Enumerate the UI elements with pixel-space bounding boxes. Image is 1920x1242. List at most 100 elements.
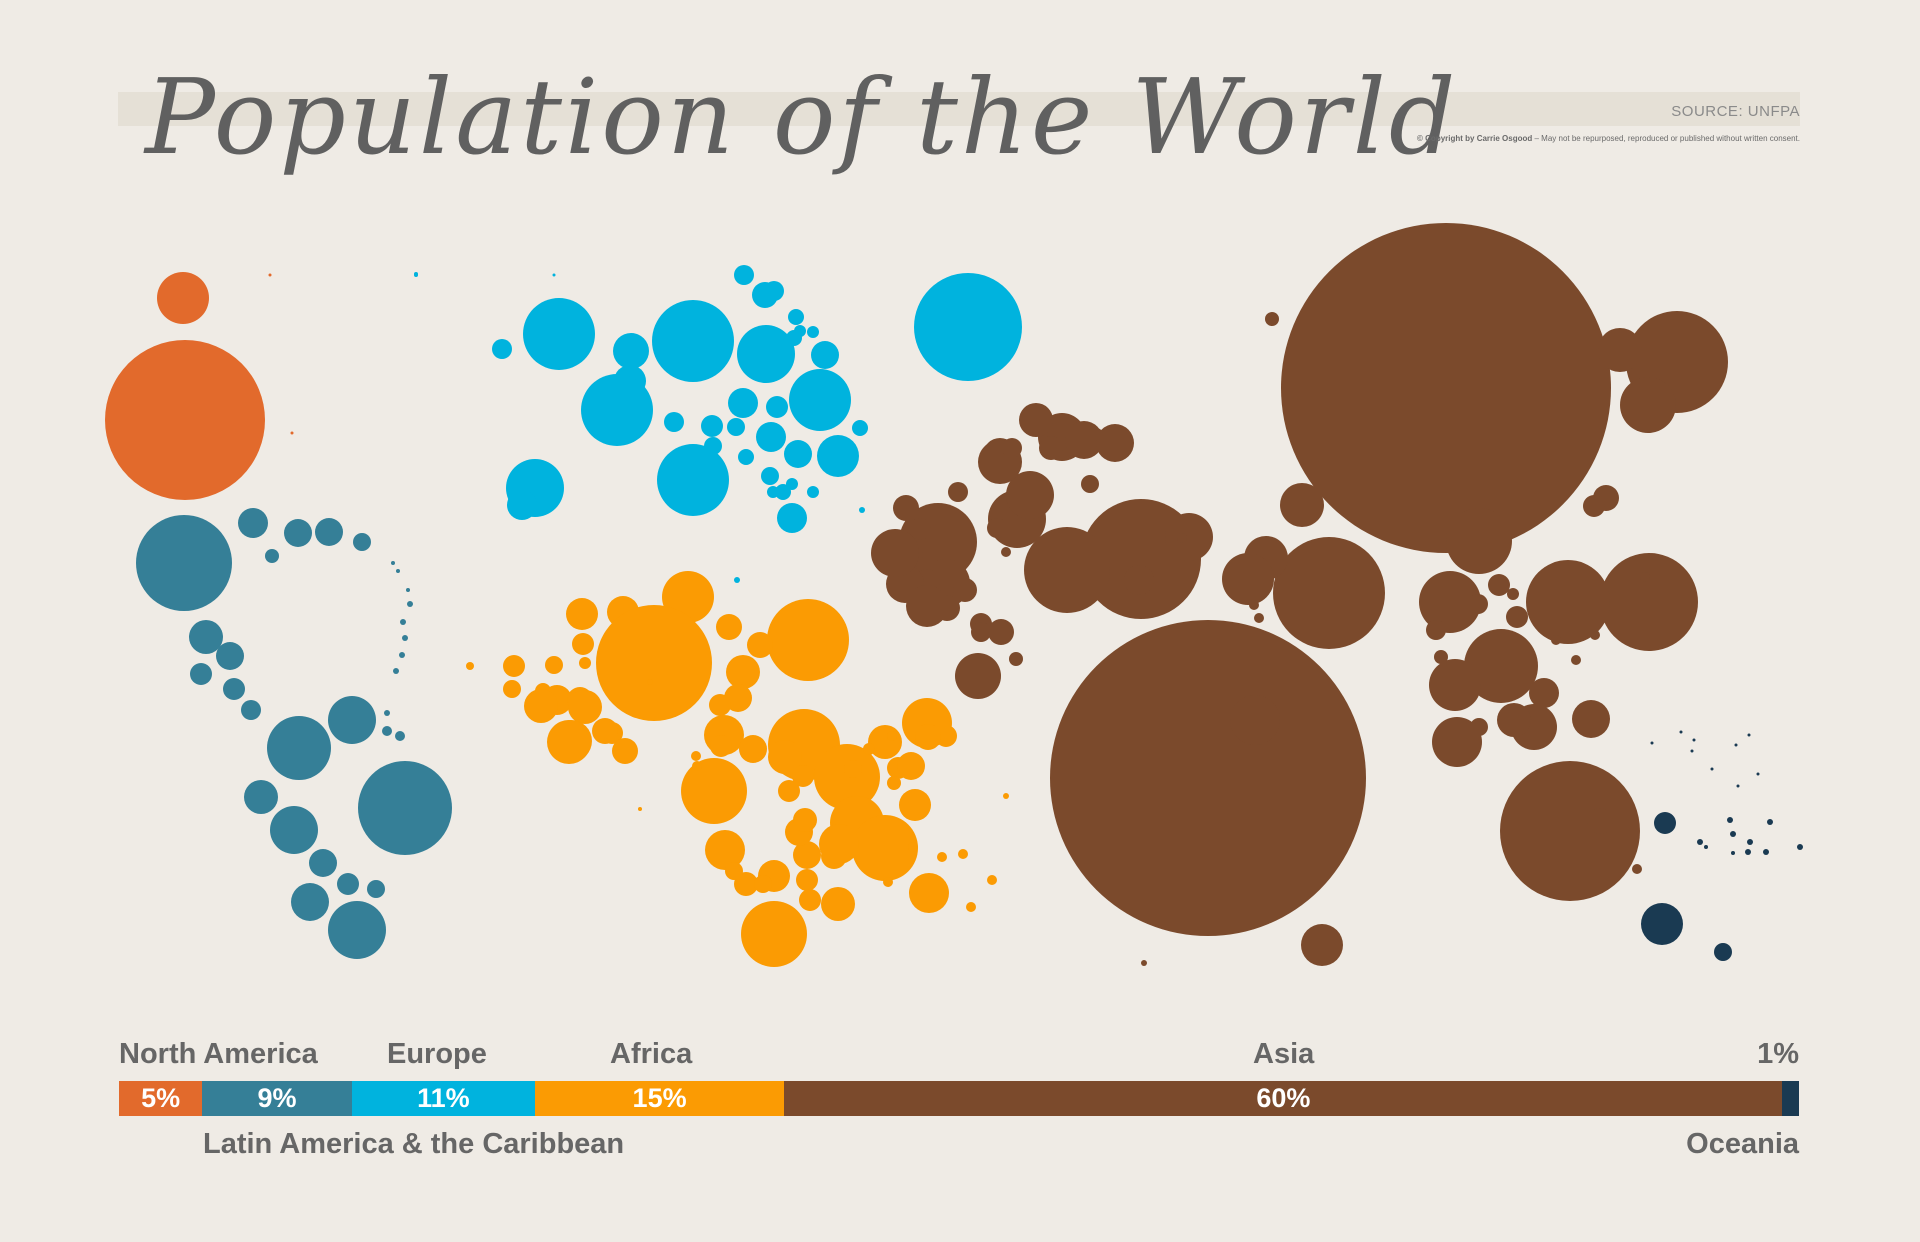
europe-country-bubble — [807, 486, 819, 498]
asia-country-bubble — [1230, 695, 1280, 745]
asia-country-bubble — [1464, 629, 1538, 703]
africa-country-bubble — [767, 599, 849, 681]
africa-country-bubble — [908, 842, 918, 852]
latin-america-country-bubble — [353, 533, 371, 551]
asia-country-bubble — [955, 653, 1001, 699]
chart-title: Population of the World — [145, 56, 1459, 178]
europe-country-bubble — [581, 374, 653, 446]
oceania-country-bubble — [1756, 772, 1760, 776]
africa-country-bubble — [709, 694, 731, 716]
latin-america-country-bubble — [391, 561, 395, 565]
bar-segment-north-america: 5% — [119, 1081, 203, 1116]
europe-country-bubble — [523, 298, 595, 370]
africa-country-bubble — [647, 679, 653, 685]
asia-country-bubble — [871, 529, 919, 577]
africa-country-bubble — [726, 655, 760, 689]
asia-country-bubble — [1177, 533, 1187, 543]
oceania-country-bubble — [1650, 741, 1654, 745]
africa-country-bubble — [899, 789, 931, 821]
legend-label-africa: Africa — [610, 1038, 693, 1070]
latin-america-country-bubble — [337, 873, 359, 895]
bar-segment-europe: 11% — [351, 1081, 535, 1116]
legend-label-asia: Asia — [1253, 1038, 1315, 1070]
north-america-country-bubble — [105, 340, 265, 500]
latin-america-country-bubble — [223, 678, 245, 700]
africa-country-bubble — [799, 889, 821, 911]
asia-country-bubble — [1050, 620, 1366, 936]
europe-country-bubble — [784, 440, 812, 468]
africa-country-bubble — [915, 724, 941, 750]
europe-country-bubble — [734, 265, 754, 285]
africa-country-bubble — [852, 815, 918, 881]
africa-country-bubble — [778, 780, 800, 802]
africa-country-bubble — [814, 744, 880, 810]
africa-country-bubble — [681, 758, 747, 824]
asia-country-bubble — [1039, 436, 1063, 460]
asia-country-bubble — [1280, 483, 1324, 527]
latin-america-country-bubble — [358, 761, 452, 855]
europe-country-bubble — [859, 507, 865, 513]
europe-country-bubble — [761, 467, 779, 485]
europe-country-bubble — [788, 309, 804, 325]
asia-country-bubble — [1254, 613, 1264, 623]
africa-country-bubble — [741, 901, 807, 967]
oceania-country-bubble — [1704, 845, 1708, 849]
asia-country-bubble — [1249, 600, 1259, 610]
asia-country-bubble — [1587, 808, 1613, 834]
asia-country-bubble — [1006, 471, 1054, 519]
asia-country-bubble — [1432, 717, 1482, 767]
africa-country-bubble — [958, 849, 968, 859]
source-note: SOURCE: UNFPA — [1671, 103, 1800, 120]
africa-country-bubble — [937, 852, 947, 862]
asia-country-bubble — [1551, 635, 1561, 645]
asia-country-bubble — [1002, 438, 1022, 458]
oceania-country-bubble — [1767, 819, 1773, 825]
latin-america-country-bubble — [367, 880, 385, 898]
latin-america-country-bubble — [190, 663, 212, 685]
copyright-author: © Copyright by Carrie Osgood — [1417, 134, 1533, 143]
europe-country-bubble — [704, 437, 722, 455]
africa-country-bubble — [747, 632, 773, 658]
africa-country-bubble — [503, 680, 521, 698]
latin-america-country-bubble — [406, 588, 410, 592]
europe-country-bubble — [764, 281, 784, 301]
asia-country-bubble — [1446, 508, 1512, 574]
europe-country-bubble — [664, 412, 684, 432]
latin-america-country-bubble — [309, 849, 337, 877]
europe-country-bubble — [811, 341, 839, 369]
africa-country-bubble — [821, 887, 855, 921]
asia-country-bubble — [1009, 652, 1023, 666]
asia-country-bubble — [1419, 571, 1481, 633]
europe-country-bubble — [789, 369, 851, 431]
oceania-country-bubble — [1679, 730, 1683, 734]
africa-country-bubble — [987, 875, 997, 885]
africa-country-bubble — [819, 824, 859, 864]
europe-country-bubble — [727, 418, 745, 436]
europe-country-bubble — [852, 420, 868, 436]
bar-segment-africa: 15% — [534, 1081, 785, 1116]
bar-segment-label: 60% — [1256, 1083, 1311, 1113]
africa-country-bubble — [1003, 793, 1009, 799]
asia-country-bubble — [1096, 424, 1134, 462]
latin-america-country-bubble — [241, 700, 261, 720]
legend-label-north-america: North America — [119, 1038, 318, 1070]
oceania-country-bubble — [1745, 849, 1751, 855]
asia-country-bubble — [1507, 588, 1519, 600]
africa-country-bubble — [692, 761, 702, 771]
asia-country-bubble — [1620, 377, 1676, 433]
asia-country-bubble — [1598, 328, 1642, 372]
africa-country-bubble — [638, 807, 642, 811]
bar-segment-label: 9% — [257, 1083, 297, 1113]
bar-segment-label: 5% — [141, 1083, 181, 1113]
africa-country-bubble — [503, 655, 525, 677]
europe-country-bubble — [767, 486, 779, 498]
asia-country-bubble — [1600, 553, 1698, 651]
africa-country-bubble — [579, 657, 591, 669]
asia-country-bubble — [988, 619, 1014, 645]
latin-america-country-bubble — [328, 696, 376, 744]
asia-country-bubble — [1500, 761, 1640, 901]
oceania-country-bubble — [1747, 733, 1751, 737]
asia-country-bubble — [1273, 537, 1385, 649]
europe-country-bubble — [652, 300, 734, 382]
asia-country-bubble — [1165, 513, 1213, 561]
